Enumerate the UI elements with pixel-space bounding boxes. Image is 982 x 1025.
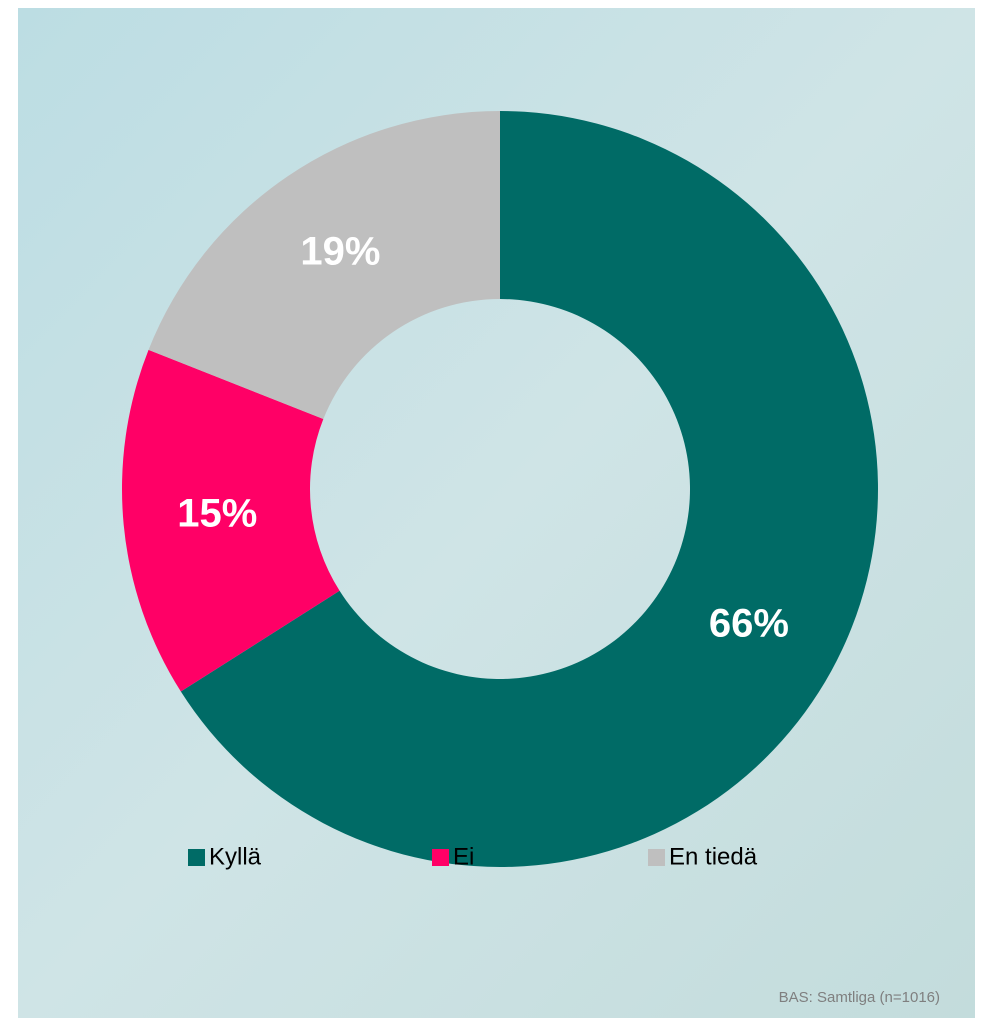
legend-label: En tiedä [669,843,758,870]
donut-segment [122,349,340,692]
footnote: BAS: Samtliga (n=1016) [779,989,940,1006]
donut-segment [180,111,879,868]
legend-label: Ei [453,843,474,870]
data-label: 66% [709,601,789,645]
legend-swatch [648,849,665,866]
data-label: 19% [300,230,380,274]
donut-segment [148,111,500,420]
data-label: 15% [177,491,257,535]
legend-swatch [188,849,205,866]
legend-label: Kyllä [209,843,262,870]
legend-swatch [432,849,449,866]
